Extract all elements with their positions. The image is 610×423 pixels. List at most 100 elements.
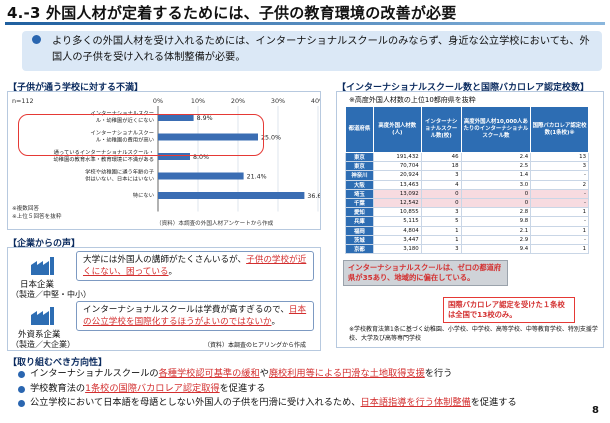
x-tick-label: 10%: [191, 97, 205, 105]
pref-cell: 東京: [345, 161, 374, 172]
callout-zero: インターナショナルスクールは、ゼロの都道府県が35あり、地域的に偏在している。: [343, 260, 508, 286]
table-row: 神奈川 20,924 3 1.4-: [345, 170, 589, 181]
data-cell: 2: [530, 179, 589, 190]
data-cell: 4: [420, 179, 462, 190]
data-cell: 2.4: [460, 151, 532, 163]
bar-value-label: 36.6%: [307, 193, 320, 200]
bar: [158, 114, 194, 121]
x-tick-label: 40%: [311, 97, 320, 105]
data-cell: 3.0: [460, 179, 532, 190]
table-row: 福岡 4,804 1 2.1 1: [345, 225, 589, 236]
data-cell: 13,463: [372, 179, 422, 190]
item-text: を促進する: [470, 397, 517, 408]
data-cell: 10,855: [372, 207, 422, 218]
company2-sub: （製造／大企業）: [11, 340, 75, 349]
table-panel: ※高度外国人材数の上位10都府県を抜粋 都道府県 高度外国人材数(人) インター…: [336, 91, 604, 348]
item-text: や: [259, 368, 269, 379]
data-cell: 1.4: [460, 170, 532, 181]
table-heading: 【インターナショナルスクール数と国際バカロレア認定校数】: [337, 83, 590, 93]
bullet-icon: [18, 385, 25, 393]
voices-panel: 日本企業 （製造／中堅・中小） 大学には外国人の講師がたくさんいるが、子供の学校…: [7, 247, 321, 351]
survey-source: （資料）本調査の外国人材アンケートから作成: [156, 219, 274, 227]
quote1: 大学には外国人の講師がたくさんいるが、子供の学校が近くにない、困っている。: [76, 251, 314, 281]
data-cell: 0: [460, 197, 532, 209]
direction-item: インターナショナルスクールの各種学校認可基準の緩和や廃校利用等による円滑な土地取…: [12, 367, 597, 382]
pref-cell: 埼玉: [345, 188, 374, 199]
category-label: 幼稚園の教育水準・教育環境に不満がある: [53, 155, 154, 163]
col-schools: インターナショナルスクール数(校): [420, 106, 462, 153]
data-cell: 3: [530, 161, 589, 172]
item-text: 公立学校において日本語を母語としない外国人の子供を円滑に受け入れるため、: [30, 397, 361, 408]
data-cell: 3,180: [372, 243, 422, 255]
bar: [158, 133, 258, 141]
data-cell: -: [530, 234, 589, 245]
data-cell: -: [530, 197, 589, 209]
direction-item: 学校教育法の1条校の国際バカロレア認定取得を促進する: [12, 382, 597, 397]
page-number: 8: [592, 405, 599, 416]
data-cell: 20,924: [372, 170, 422, 181]
pref-cell: 兵庫: [345, 216, 374, 227]
pref-cell: 千葉: [345, 197, 374, 209]
table-row: 埼玉 13,092 0 0-: [345, 188, 589, 199]
pref-cell: 福岡: [345, 225, 374, 236]
item-text: 学校教育法の: [30, 382, 86, 394]
pref-cell: 神奈川: [345, 170, 374, 181]
category-label: 供はいない、日本にはいない: [85, 175, 154, 183]
pref-cell: 茨城: [345, 234, 374, 245]
school-table: 都道府県 高度外国人材数(人) インターナショナルスクール数(校) 高度外国人材…: [345, 106, 589, 255]
data-cell: 2.1: [460, 225, 532, 236]
item-text: を行う: [424, 368, 453, 379]
data-cell: -: [530, 170, 589, 181]
category-label: インターナショナルスクー: [90, 109, 154, 117]
data-cell: 0: [420, 197, 462, 209]
bar: [158, 153, 190, 160]
data-cell: 12,542: [372, 197, 422, 209]
data-cell: 2.8: [460, 207, 532, 218]
bullet-icon: [32, 35, 41, 44]
x-tick-label: 30%: [271, 97, 285, 105]
company1-name: 日本企業: [20, 280, 55, 290]
data-cell: 9.4: [460, 243, 532, 255]
survey-heading: 【子供が通う学校に対する不満】: [8, 83, 144, 93]
pref-cell: 大阪: [345, 179, 374, 190]
bar-value-label: 21.4%: [247, 174, 267, 181]
table-row: 東京 70,704 18 2.5 3: [345, 161, 589, 172]
data-cell: 1: [420, 234, 462, 245]
table-row: 茨城 3,447 1 2.9-: [345, 234, 589, 245]
table-footnote: ※学校教育法第1条に基づく幼稚園、小学校、中学校、高等学校、中等教育学校、特別支…: [349, 326, 598, 342]
data-cell: -: [530, 188, 589, 199]
bullet-icon: [18, 371, 25, 378]
data-cell: 46: [420, 151, 462, 163]
survey-chart: n=112 0% 10% 20% 30% 40% 8.9% インターナショナルスクール・幼…: [12, 97, 327, 227]
data-cell: 0: [420, 188, 462, 199]
pref-cell: 愛知: [345, 207, 374, 218]
table-row: 大阪 13,463 4 3.0 2: [345, 179, 589, 190]
company1-sub: （製造／中堅・中小）: [11, 290, 91, 299]
item-text: を促進する: [219, 382, 266, 394]
voices-heading: 【企業からの声】: [8, 239, 81, 249]
note-multiple: ※複数回答: [12, 204, 39, 212]
voices-source: （資料）本調査のヒアリングから作成: [204, 342, 307, 349]
x-tick-label: 0%: [153, 97, 163, 105]
factory-icon: [31, 257, 54, 275]
col-pref: 都道府県: [345, 106, 374, 153]
slide-title: 4.-3 外国人材が定着するためには、子供の教育環境の改善が必要: [7, 4, 457, 22]
pref-cell: 京都: [345, 243, 374, 255]
data-cell: 191,432: [372, 151, 422, 163]
data-cell: 70,704: [372, 161, 422, 172]
item-emph: 各種学校認可基準の緩和: [158, 368, 260, 379]
category-label: 通っているインターナショナルスクール・: [54, 148, 154, 156]
quote2-post: 。: [271, 317, 281, 327]
bullet-icon: [18, 400, 25, 407]
quote1-post: 。: [168, 267, 178, 277]
table-row: 京都 3,180 3 9.4 1: [345, 243, 589, 255]
quote1-emph: 子供の学校が近くにない、困っている: [83, 255, 307, 277]
table-row: 千葉 12,542 0 0-: [345, 197, 589, 209]
quote1-pre: 大学には外国人の講師がたくさんいるが、: [83, 255, 247, 265]
data-cell: 0: [460, 188, 532, 199]
bar-value-label: 8.0%: [193, 154, 209, 161]
survey-panel: n=112 0% 10% 20% 30% 40% 8.9% インターナショナルスクール・幼…: [7, 91, 327, 230]
bar: [158, 172, 244, 180]
quote2: インターナショナルスクールは学費が高すぎるので、日本の公立学校を国際化するほうが…: [76, 301, 314, 331]
col-ratio: 高度外国人材10,000人あたりのインターナショナルスクール数: [460, 106, 532, 153]
